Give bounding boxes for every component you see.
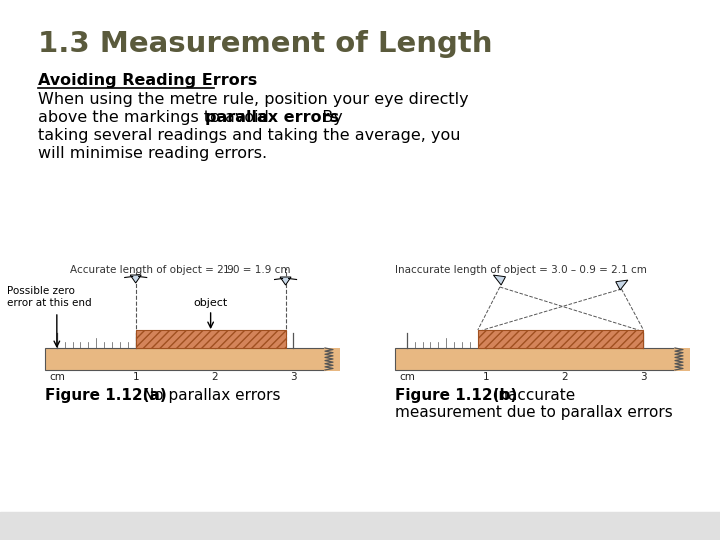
Text: Avoiding Reading Errors: Avoiding Reading Errors [38,73,257,88]
Text: When using the metre rule, position your eye directly: When using the metre rule, position your… [38,92,469,107]
Text: cm: cm [399,372,415,382]
Text: 1: 1 [482,372,489,382]
Bar [45,348,325,370]
Text: above the markings to avoid: above the markings to avoid [38,110,274,125]
Text: cm: cm [49,372,65,382]
Bar [395,348,675,370]
Text: Inaccurate: Inaccurate [489,388,575,403]
Text: 3: 3 [290,372,297,382]
Bar [0,512,720,540]
Text: Figure 1.12(b): Figure 1.12(b) [395,388,517,403]
Text: measurement due to parallax errors: measurement due to parallax errors [395,405,672,420]
Polygon shape [616,280,628,290]
Bar [674,348,690,370]
Text: 2: 2 [211,372,218,382]
Text: 3: 3 [640,372,647,382]
Polygon shape [130,275,141,283]
Text: taking several readings and taking the average, you: taking several readings and taking the a… [38,128,461,143]
Text: object: object [194,298,228,308]
Text: Figure 1.12(a): Figure 1.12(a) [45,388,167,403]
Text: No parallax errors: No parallax errors [138,388,281,403]
Polygon shape [280,277,291,285]
Text: 1.3 Measurement of Length: 1.3 Measurement of Length [38,30,492,58]
Text: Possible zero
error at this end: Possible zero error at this end [7,286,91,308]
Text: will minimise reading errors.: will minimise reading errors. [38,146,267,161]
Text: 1: 1 [132,372,139,382]
Text: . By: . By [312,110,343,125]
Bar [135,330,286,348]
Text: 1.0 = 1.9 cm: 1.0 = 1.9 cm [210,265,290,275]
Polygon shape [493,275,505,285]
Text: Inaccurate length of object = 3.0 – 0.9 = 2.1 cm: Inaccurate length of object = 3.0 – 0.9 … [395,265,647,275]
Bar [478,330,644,348]
Text: parallax errors: parallax errors [204,110,338,125]
Text: 2: 2 [562,372,568,382]
Text: Accurate length of object = 2.9: Accurate length of object = 2.9 [70,265,234,275]
Bar [324,348,340,370]
